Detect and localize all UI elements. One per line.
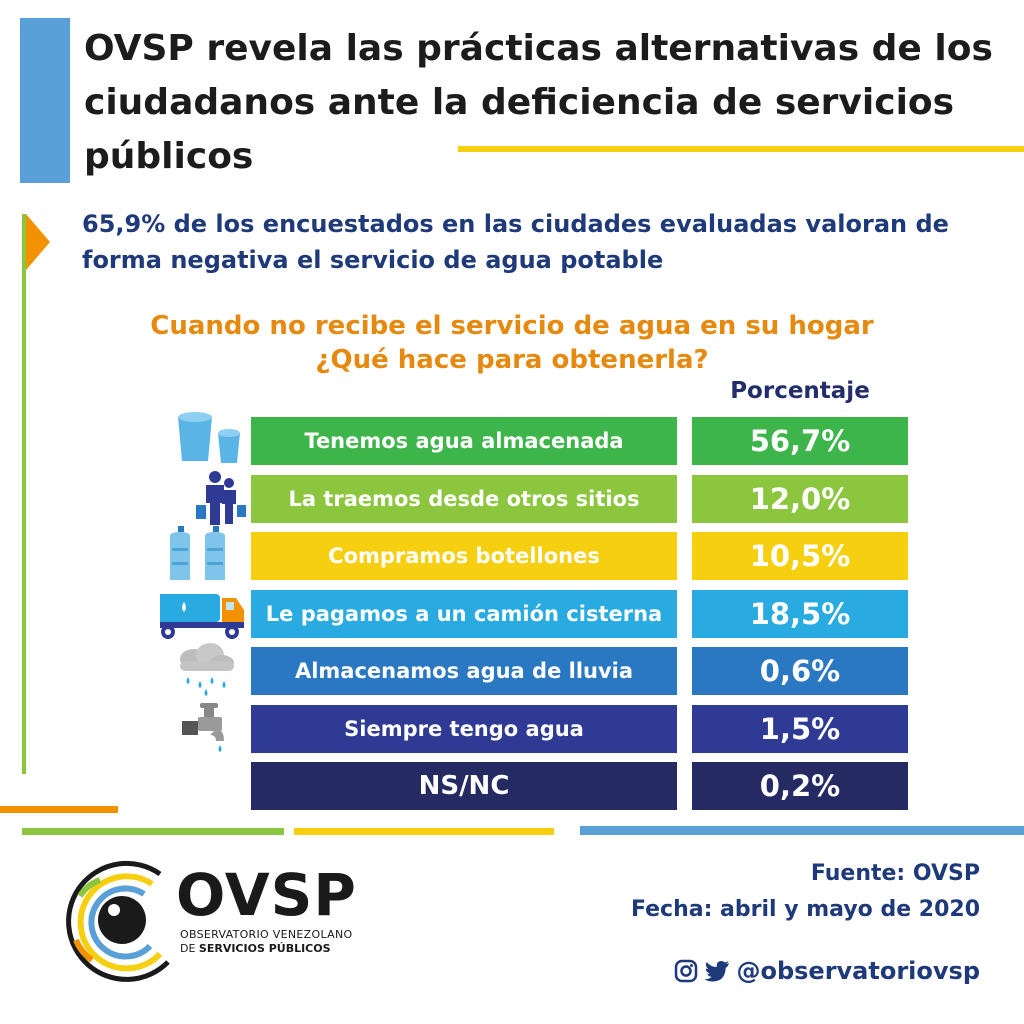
row-label: Le pagamos a un camión cisterna (251, 590, 677, 638)
social-handle[interactable]: @observatoriovsp (736, 957, 980, 985)
subtitle: 65,9% de los encuestados en las ciudades… (82, 210, 949, 274)
source-block: Fuente: OVSP Fecha: abril y mayo de 2020 (560, 856, 980, 928)
divider-yellow (294, 828, 554, 835)
row-label: La traemos desde otros sitios (251, 475, 677, 523)
row-value: 1,5% (692, 705, 908, 753)
logo-subtitle-1: OBSERVATORIO VENEZOLANO (180, 928, 353, 941)
arrow-icon (26, 214, 50, 270)
social-block: @observatoriovsp (560, 957, 980, 985)
row-label: Siempre tengo agua (251, 705, 677, 753)
divider-green (22, 828, 284, 835)
row-value: 56,7% (692, 417, 908, 465)
ovsp-eye-logo-icon (66, 860, 170, 982)
instagram-icon[interactable] (674, 959, 698, 983)
question-line-2: ¿Qué hace para obtenerla? (315, 345, 709, 375)
row-label: NS/NC (251, 762, 677, 810)
logo-subtitle-2b: SERVICIOS PÚBLICOS (198, 942, 331, 955)
divider-blue (580, 826, 1024, 835)
logo-wordmark: OVSP (176, 861, 357, 929)
row-label: Compramos botellones (251, 532, 677, 580)
water-jugs-icon (170, 526, 225, 580)
left-accent-line (22, 214, 26, 774)
row-value: 0,6% (692, 647, 908, 695)
row-label: Tenemos agua almacenada (251, 417, 677, 465)
page-title: OVSP revela las prácticas alternativas d… (84, 28, 993, 177)
logo-subtitle-2: DE SERVICIOS PÚBLICOS (180, 942, 331, 955)
row-value: 12,0% (692, 475, 908, 523)
question-line-1: Cuando no recibe el servicio de agua en … (150, 311, 874, 341)
rain-cloud-icon (180, 643, 234, 696)
row-value: 10,5% (692, 532, 908, 580)
water-truck-icon (160, 594, 244, 639)
logo-subtitle-2a: DE (180, 942, 196, 955)
faucet-icon (182, 703, 224, 752)
row-value: 0,2% (692, 762, 908, 810)
people-carrying-water-icon (196, 471, 246, 525)
row-value: 18,5% (692, 590, 908, 638)
twitter-icon[interactable] (704, 959, 730, 983)
source-text: Fuente: OVSP (810, 861, 980, 886)
date-text: Fecha: abril y mayo de 2020 (630, 897, 980, 922)
water-buckets-icon (178, 412, 240, 463)
row-label: Almacenamos agua de lluvia (251, 647, 677, 695)
title-underline (458, 146, 1024, 152)
column-header-percentage: Porcentaje (730, 378, 870, 404)
header-accent-bar (20, 18, 70, 183)
divider-orange (0, 806, 118, 813)
chart-title: Cuando no recibe el servicio de agua en … (40, 309, 984, 377)
